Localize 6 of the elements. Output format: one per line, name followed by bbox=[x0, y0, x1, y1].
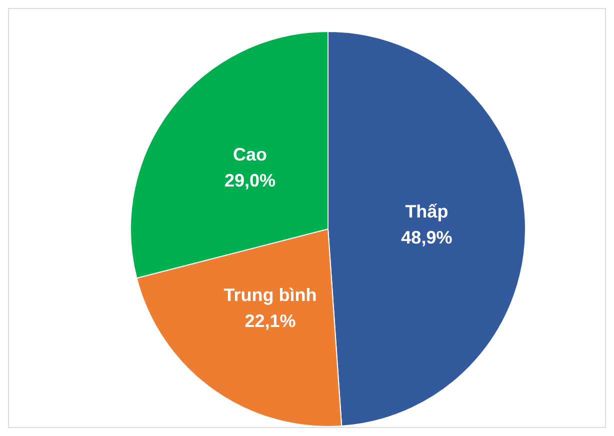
data-label: 48,9% bbox=[401, 228, 452, 248]
data-label: 29,0% bbox=[224, 170, 276, 190]
data-label: 22,1% bbox=[244, 311, 296, 332]
slice-label: Cao bbox=[232, 144, 267, 164]
slice-label: Thấp bbox=[405, 202, 448, 222]
slice-label: Trung bình bbox=[224, 285, 317, 306]
